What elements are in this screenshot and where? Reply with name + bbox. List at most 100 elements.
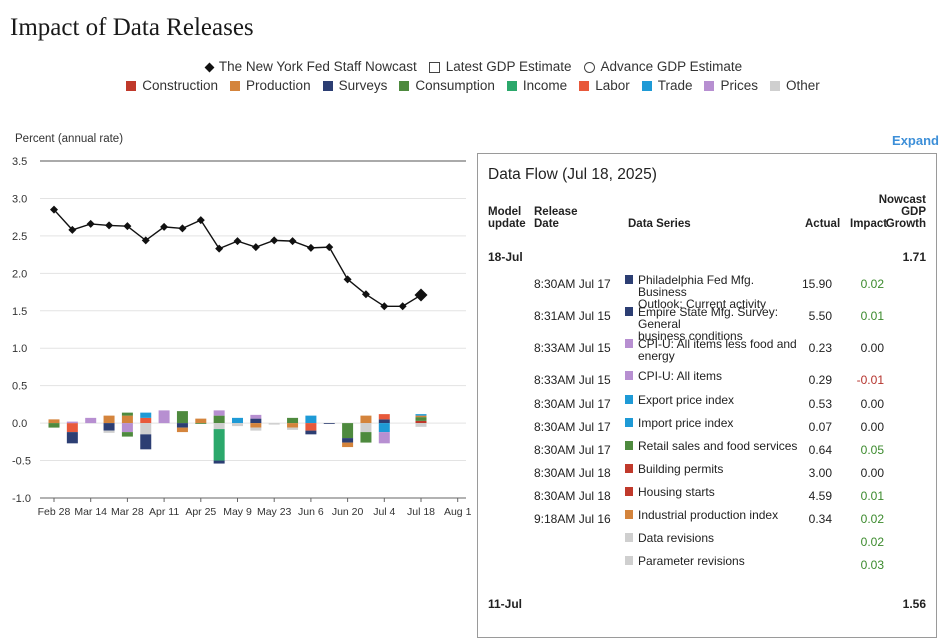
data-series: Industrial production index (625, 509, 798, 521)
bar-segment-other (360, 423, 372, 433)
bar-segment-prices (121, 423, 133, 433)
table-row[interactable]: 8:33AM Jul 15 CPI-U: All items 0.29 -0.01 (478, 370, 936, 390)
x-tick-label: Aug 1 (444, 506, 472, 518)
data-series: Philadelphia Fed Mfg. Business Outlook: C… (625, 274, 798, 310)
legend-item-surveys[interactable]: Surveys (322, 78, 387, 93)
bar-segment-consumption (48, 423, 60, 428)
header-model-update: Model (488, 206, 522, 218)
table-row[interactable]: 8:30AM Jul 18 Housing starts 4.59 0.01 (478, 486, 936, 506)
nowcast-point (380, 302, 389, 311)
release-date: 8:33AM Jul 15 (534, 341, 611, 355)
legend-swatch (230, 81, 241, 92)
header-nowcast: GDP (901, 206, 926, 218)
series-label: energy (638, 349, 675, 363)
series-label: CPI-U: All items (638, 369, 723, 383)
category-swatch (625, 418, 633, 427)
table-row[interactable]: 8:30AM Jul 17 Retail sales and food servi… (478, 440, 936, 460)
bar-segment-surveys (305, 430, 317, 435)
actual-value: 0.64 (808, 443, 832, 457)
legend-item-construction[interactable]: Construction (126, 78, 218, 93)
actual-value: 15.90 (801, 277, 832, 291)
legend-item-production[interactable]: Production (230, 78, 311, 93)
bar-segment-labor (66, 423, 78, 433)
table-row[interactable]: 8:30AM Jul 17 Export price index 0.53 0.00 (478, 394, 936, 414)
y-tick-label: 3.0 (12, 193, 27, 205)
legend-label: Prices (720, 77, 758, 93)
bar-segment-other (140, 423, 152, 435)
table-row[interactable]: 8:33AM Jul 15 CPI-U: All items less food … (478, 338, 936, 362)
table-row[interactable]: Data revisions 0.02 (478, 532, 936, 552)
category-swatch (625, 275, 633, 284)
legend-item-labor[interactable]: Labor (579, 78, 630, 93)
nowcast-point (50, 205, 58, 214)
bar-segment-trade (232, 417, 243, 424)
bar-segment-surveys (342, 438, 354, 443)
impact-value: 0.00 (860, 420, 884, 434)
nowcast-point (361, 290, 370, 299)
legend-item-consumption[interactable]: Consumption (399, 78, 495, 93)
diamond-icon (204, 62, 215, 73)
bar-segment-surveys (103, 423, 115, 431)
bar-segment-production (287, 423, 299, 428)
legend-item-diamond[interactable]: The New York Fed Staff Nowcast (204, 59, 417, 74)
legend-item-prices[interactable]: Prices (704, 78, 758, 93)
impact-value: 0.00 (860, 397, 884, 411)
bar-segment-prices (378, 432, 390, 444)
nowcast-point (105, 221, 114, 230)
release-date: 8:31AM Jul 15 (534, 309, 611, 323)
table-row[interactable]: 8:30AM Jul 17 Import price index 0.07 0.00 (478, 417, 936, 437)
category-swatch (625, 395, 633, 404)
table-row[interactable]: 9:18AM Jul 16 Industrial production index… (478, 509, 936, 529)
x-tick-label: Jul 18 (407, 506, 435, 518)
x-tick-label: Mar 14 (74, 506, 107, 518)
legend-label: The New York Fed Staff Nowcast (218, 58, 417, 74)
header-impact: Impact (850, 218, 888, 230)
actual-value: 0.23 (808, 341, 832, 355)
category-swatch (625, 441, 633, 450)
release-date: 8:30AM Jul 17 (534, 420, 611, 434)
group-date: 18-Jul (488, 250, 523, 264)
table-row[interactable]: 8:30AM Jul 18 Building permits 3.00 0.00 (478, 463, 936, 483)
impact-chart: Percent (annual rate) 3.5 3.0 2.5 2.0 1.5 1.0 0… (12, 133, 472, 518)
nowcast-point (233, 237, 242, 246)
legend-swatch (770, 81, 780, 92)
bar-segment-other (250, 427, 262, 431)
actual-value: 5.50 (808, 309, 832, 323)
legend-item-circle-outline[interactable]: Advance GDP Estimate (583, 58, 743, 74)
bar-segment-other (287, 427, 299, 430)
impact-value: 0.00 (860, 466, 884, 480)
nowcast-point (141, 236, 150, 245)
bar-segment-consumption (213, 415, 225, 424)
y-tick-label: 2.0 (12, 268, 27, 280)
bar-segment-surveys (176, 423, 188, 428)
y-tick-label: -0.5 (12, 456, 31, 468)
y-tick-label: 3.5 (12, 156, 27, 168)
legend-swatch (506, 81, 517, 92)
x-tick-label: Feb 28 (38, 506, 71, 518)
legend-label: Advance GDP Estimate (600, 58, 743, 74)
nowcast-point (178, 224, 187, 233)
nowcast-point (288, 237, 297, 246)
square-outline-icon (428, 61, 440, 73)
bar-segment-production (342, 442, 354, 448)
bar-segment-consumption (342, 423, 354, 439)
legend-label: Income (522, 77, 568, 93)
legend-item-trade[interactable]: Trade (641, 78, 692, 93)
table-row[interactable]: Parameter revisions 0.03 (478, 555, 936, 575)
series-label: Empire State Mfg. Survey: General (638, 305, 779, 331)
table-row[interactable]: 8:31AM Jul 15 Empire State Mfg. Survey: G… (478, 306, 936, 342)
actual-value: 0.29 (808, 373, 832, 387)
bar-segment-prices (85, 417, 97, 424)
group-nowcast: 1.56 (902, 597, 926, 611)
bar-segment-prices (250, 414, 262, 419)
category-swatch (625, 307, 633, 316)
legend-item-other[interactable]: Other (770, 78, 820, 93)
expand-link[interactable]: Expand (892, 133, 939, 148)
legend-item-income[interactable]: Income (506, 77, 568, 93)
legend-item-square-outline[interactable]: Latest GDP Estimate (428, 59, 572, 74)
nowcast-point (251, 243, 260, 252)
group-date: 11-Jul (488, 597, 523, 611)
table-row[interactable]: 8:30AM Jul 17 Philadelphia Fed Mfg. Busin… (478, 274, 936, 310)
group-nowcast: 1.71 (902, 250, 926, 264)
impact-value: 0.02 (860, 512, 884, 526)
